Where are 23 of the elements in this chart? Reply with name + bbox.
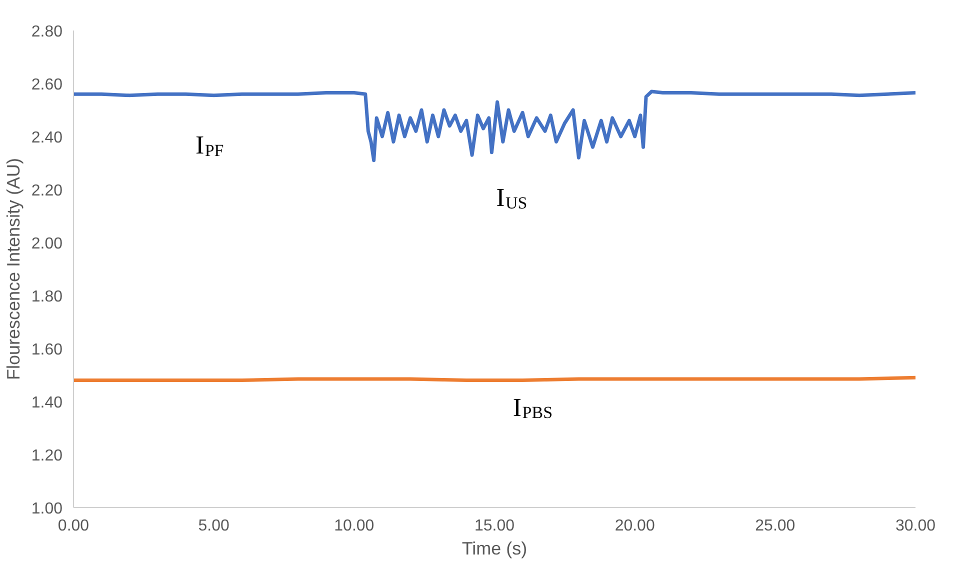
y-tick-label: 1.20 bbox=[31, 448, 63, 464]
y-tick-label: 2.60 bbox=[31, 76, 63, 94]
x-tick-label: 10.00 bbox=[334, 518, 374, 534]
x-tick-label: 0.00 bbox=[58, 518, 90, 534]
x-tick-label: 5.00 bbox=[198, 518, 230, 534]
x-tick-label: 20.00 bbox=[614, 518, 655, 534]
y-tick-label: 2.00 bbox=[31, 236, 63, 252]
x-tick-label: 25.00 bbox=[755, 518, 796, 534]
y-tick-label: 2.40 bbox=[31, 130, 63, 146]
y-tick-label: 2.20 bbox=[31, 182, 63, 200]
annotation: IPBS bbox=[512, 392, 553, 422]
y-axis-title: Flourescence Intensity (AU) bbox=[3, 158, 24, 380]
x-tick-label: 30.00 bbox=[895, 518, 936, 534]
y-tick-label: 1.00 bbox=[31, 500, 63, 518]
annotation: IUS bbox=[496, 182, 528, 212]
x-tick-label: 15.00 bbox=[474, 518, 515, 534]
y-tick-label: 1.60 bbox=[31, 342, 63, 358]
y-tick-label: 1.40 bbox=[31, 394, 63, 412]
line-series bbox=[74, 90, 916, 162]
y-tick-label: 2.80 bbox=[31, 24, 63, 40]
x-axis-title: Time (s) bbox=[462, 538, 528, 558]
annotation: IPF bbox=[195, 130, 224, 160]
y-tick-label: 1.80 bbox=[31, 288, 63, 306]
